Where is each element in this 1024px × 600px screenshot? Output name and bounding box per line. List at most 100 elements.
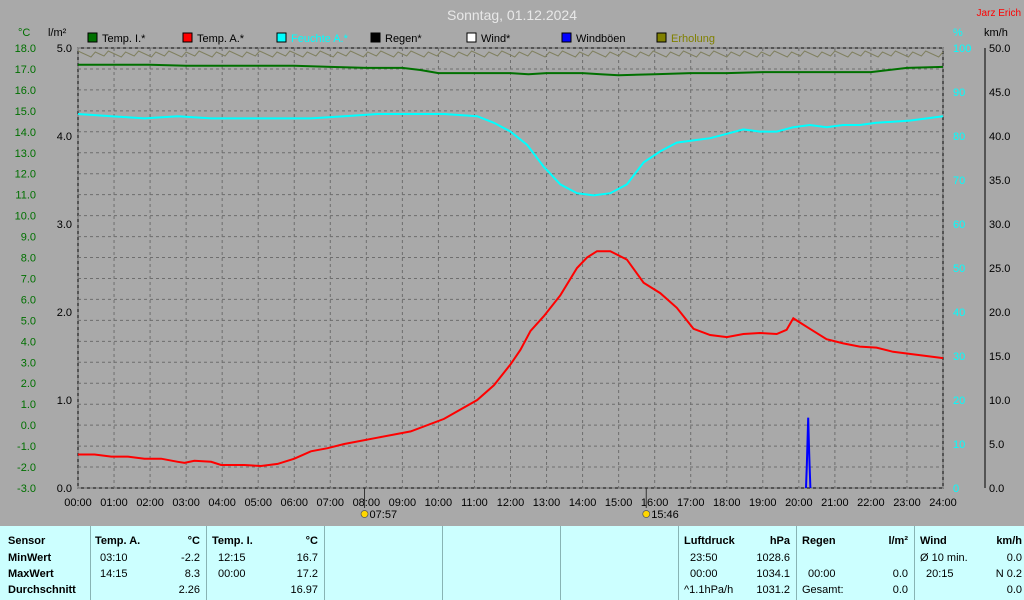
wind-avg-label: Ø 10 min.: [920, 552, 968, 564]
pressure-min-time: 23:50: [690, 552, 718, 564]
row-label-max: MaxWert: [8, 568, 54, 580]
x-tick-22: 22:00: [857, 497, 885, 509]
rain-unit: l/m²: [888, 535, 908, 547]
temp-tick-18: 15.0: [15, 106, 36, 118]
temp-tick-13: 10.0: [15, 211, 36, 223]
x-tick-9: 09:00: [389, 497, 417, 509]
series-1: [78, 250, 944, 468]
temp-tick-9: 6.0: [21, 294, 36, 306]
x-tick-23: 23:00: [893, 497, 921, 509]
temp-i-min-time: 12:15: [218, 552, 246, 564]
legend-label-2: Feuchte A.*: [291, 33, 349, 45]
temp-i-unit: °C: [305, 535, 318, 547]
temp-i-min-value: 16.7: [296, 552, 318, 564]
rain-tick-5: 5.0: [57, 43, 72, 55]
series-2: [77, 113, 944, 197]
wind-unit: km/h: [996, 535, 1022, 547]
sunset-icon: [642, 510, 651, 518]
temp-tick-20: 17.0: [15, 64, 36, 76]
temp-tick-12: 9.0: [21, 232, 36, 244]
wind-tick-3: 15.0: [989, 351, 1010, 363]
unit-label-pct: %: [953, 27, 963, 39]
x-tick-19: 19:00: [749, 497, 777, 509]
temp-tick-7: 4.0: [21, 336, 36, 348]
temp-tick-19: 16.0: [15, 85, 36, 97]
x-tick-16: 16:00: [641, 497, 669, 509]
temp-a-min-time: 03:10: [100, 552, 128, 564]
chart-area: Sonntag, 01.12.2024 Jarz Erich °C l/m²% km/h…: [0, 0, 1024, 526]
erholung-line: [77, 50, 944, 58]
wind-tick-1: 5.0: [989, 439, 1004, 451]
temp-i-avg-value: 16.97: [290, 584, 318, 596]
temp-tick-21: 18.0: [15, 43, 36, 55]
wind-tick-9: 45.0: [989, 87, 1010, 99]
pct-tick-2: 20: [953, 395, 965, 407]
x-tick-13: 13:00: [533, 497, 561, 509]
pct-tick-5: 50: [953, 263, 965, 275]
wind-tick-0: 0.0: [989, 483, 1004, 495]
temp-a-max-value: 8.3: [184, 568, 200, 580]
pressure-min-value: 1028.6: [756, 552, 790, 564]
temp-tick-6: 3.0: [21, 357, 36, 369]
x-tick-17: 17:00: [677, 497, 705, 509]
rain-tick-2: 2.0: [57, 307, 72, 319]
x-tick-7: 07:00: [317, 497, 345, 509]
x-tick-1: 01:00: [100, 497, 128, 509]
x-tick-12: 12:00: [497, 497, 525, 509]
legend-swatch-4: [466, 32, 477, 43]
temp-a-header: Temp. A.: [95, 535, 141, 547]
pct-tick-9: 90: [953, 87, 965, 99]
x-tick-15: 15:00: [605, 497, 633, 509]
sunrise-icon: [360, 510, 369, 518]
x-tick-3: 03:00: [172, 497, 200, 509]
sunset-label: 15:46: [651, 509, 679, 521]
pct-tick-0: 0: [953, 483, 959, 495]
pct-tick-4: 40: [953, 307, 965, 319]
x-tick-24: 24:00: [929, 497, 957, 509]
pressure-max-time: 00:00: [690, 568, 718, 580]
pct-tick-8: 80: [953, 131, 965, 143]
temp-tick-4: 1.0: [21, 399, 36, 411]
temp-i-header: Temp. I.: [212, 535, 253, 547]
x-tick-11: 11:00: [461, 497, 488, 509]
rain-total-label: Gesamt:: [802, 584, 844, 596]
pct-tick-3: 30: [953, 351, 965, 363]
pct-tick-1: 10: [953, 439, 965, 451]
temp-a-max-time: 14:15: [100, 568, 128, 580]
pct-tick-10: 100: [953, 43, 971, 55]
temp-tick-5: 2.0: [21, 378, 36, 390]
rain-tick-1: 1.0: [57, 395, 72, 407]
x-tick-20: 20:00: [785, 497, 813, 509]
legend-swatch-5: [561, 32, 572, 43]
pressure-max-value: 1034.1: [756, 568, 790, 580]
wind-avg-value: 0.0: [1006, 552, 1022, 564]
rain-tick-0: 0.0: [57, 483, 72, 495]
temp-tick-14: 11.0: [15, 190, 36, 202]
temp-a-unit: °C: [187, 535, 200, 547]
legend-label-6: Erholung: [671, 33, 715, 45]
legend-label-5: Windböen: [576, 33, 626, 45]
pressure-trend: ^1.1hPa/h: [684, 584, 734, 596]
temp-a-avg-value: 2.26: [178, 584, 200, 596]
wind-max-time: 20:15: [926, 568, 954, 580]
temp-tick-16: 13.0: [15, 148, 36, 160]
temp-i-max-value: 17.2: [296, 568, 318, 580]
legend-swatch-0: [87, 32, 98, 43]
wind-third-value: 0.0: [1006, 584, 1022, 596]
x-tick-18: 18:00: [713, 497, 741, 509]
wind-tick-6: 30.0: [989, 219, 1010, 231]
wind-tick-4: 20.0: [989, 307, 1010, 319]
wind-tick-7: 35.0: [989, 175, 1010, 187]
x-tick-8: 08:00: [353, 497, 381, 509]
temp-tick-3: 0.0: [21, 420, 36, 432]
legend-swatch-3: [370, 32, 381, 43]
pct-tick-7: 70: [953, 175, 965, 187]
wind-tick-10: 50.0: [989, 43, 1010, 55]
stats-table: Sensor MinWert MaxWert Durchschnitt Temp…: [0, 526, 1024, 600]
rain-tick-3: 3.0: [57, 219, 72, 231]
x-tick-2: 02:00: [136, 497, 164, 509]
unit-label-wind: km/h: [984, 27, 1008, 39]
sensor-header: Sensor: [8, 535, 46, 547]
series-0: [78, 63, 944, 77]
temp-tick-2: -1.0: [17, 441, 36, 453]
